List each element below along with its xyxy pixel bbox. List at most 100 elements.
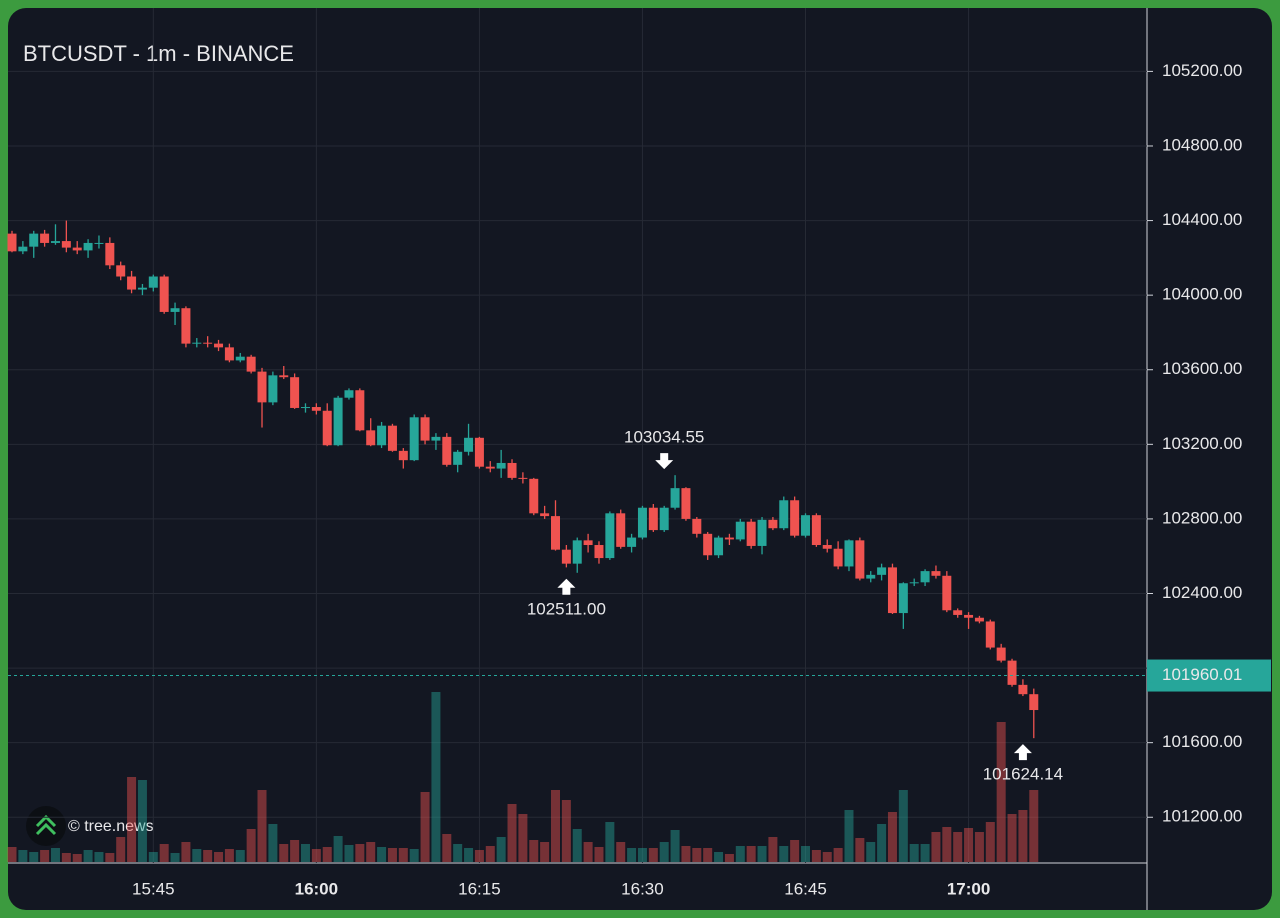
candle-body [974,617,984,622]
volume-bar [105,853,115,862]
volume-bar [148,852,158,862]
volume-bar [214,852,224,862]
volume-bar [811,850,821,862]
candle-body [300,407,310,409]
volume-bar [670,830,680,862]
candle-body [724,537,734,540]
volume-bar [355,844,365,862]
volume-bar [757,846,767,862]
volume-bar [127,777,137,862]
candle-body [290,377,300,408]
candle-body [496,462,506,469]
annotation-label: 102511.00 [527,599,606,618]
candle-body [322,410,332,446]
volume-bar [637,848,647,862]
candle-body [127,276,137,290]
volume-bar [453,844,463,862]
volume-bar [344,845,354,862]
volume-bar [192,849,202,862]
y-tick-label: 104800.00 [1162,135,1242,154]
volume-bar [518,814,528,862]
volume-bar [300,844,310,862]
candle-body [72,247,82,251]
volume-bar [964,828,974,862]
volume-bar [627,848,637,862]
candle-body [822,545,832,549]
candle-body [311,407,321,411]
y-tick-label: 105200.00 [1162,61,1242,80]
candle-body [572,540,582,564]
candle-body [931,571,941,576]
volume-bar [1029,790,1039,862]
candle-body [40,233,50,243]
volume-bar [50,848,60,862]
volume-bar [1007,814,1017,862]
candle-body [659,507,669,531]
candle-body [148,276,158,288]
volume-bar [72,854,82,862]
candle-body [681,488,691,519]
volume-bar [246,829,256,862]
volume-bar [322,847,332,862]
volume-bar [442,834,452,862]
volume-bar [290,840,300,862]
arrow-up [557,578,576,595]
volume-bar [594,847,604,862]
volume-bar [137,780,147,862]
candle-body [387,425,397,451]
candle-body [355,390,365,431]
y-tick-label: 104400.00 [1162,210,1242,229]
candle-body [605,513,615,559]
candle-body [746,521,756,546]
candle-body [7,233,17,252]
candle-body [159,276,169,312]
y-tick-label: 102800.00 [1162,508,1242,527]
candle-body [431,436,441,441]
volume-bar [529,840,539,862]
candle-body [366,430,376,446]
volume-bar [1018,810,1028,862]
candle-body [898,583,908,614]
y-tick-label: 101600.00 [1162,732,1242,751]
candle-body [192,342,202,344]
volume-bar [420,792,430,862]
volume-bar [801,846,811,862]
volume-bar [779,846,789,862]
last-price-label: 101960.01 [1162,665,1242,684]
volume-bar [583,842,593,862]
volume-bar [18,850,28,862]
volume-bar [996,722,1006,862]
volume-bar [703,848,713,862]
volume-bar [887,812,897,862]
volume-bar [94,852,104,862]
volume-bar [768,837,778,862]
candle-body [692,518,702,534]
volume-bar [746,846,756,862]
y-tick-label: 101200.00 [1162,807,1242,826]
candle-body [964,614,974,618]
candle-body [648,507,658,531]
candle-body [170,308,180,312]
candle-body [953,610,963,615]
volume-bar [333,836,343,862]
candle-body [540,513,550,517]
volume-bar [616,842,626,862]
volume-bar [377,847,387,862]
volume-bar [844,810,854,862]
volume-bar [387,848,397,862]
x-tick-label: 17:00 [947,879,990,898]
volume-bar [724,854,734,862]
volume-bar [83,850,93,862]
volume-bar [866,842,876,862]
x-tick-label: 15:45 [132,879,175,898]
candle-body [942,575,952,611]
volume-bar [561,800,571,862]
volume-bar [507,804,517,862]
candle-body [844,540,854,567]
candle-body [257,371,267,403]
candle-body [670,488,680,508]
candle-body [18,246,28,252]
volume-bar [235,850,245,862]
y-tick-label: 103600.00 [1162,359,1242,378]
volume-bar [409,849,419,862]
